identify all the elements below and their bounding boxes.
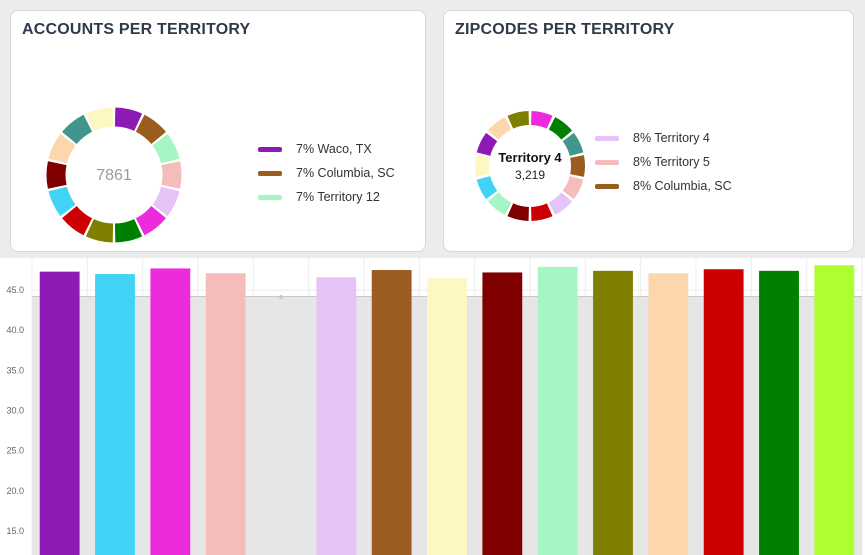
- zipcodes-legend: 8% Territory 4 8% Territory 5 8% Columbia,…: [595, 126, 732, 198]
- accounts-donut-segment[interactable]: [62, 114, 93, 145]
- accounts-donut-segment[interactable]: [135, 205, 166, 236]
- zipcodes-donut-segment[interactable]: [562, 132, 584, 157]
- accounts-donut-segment[interactable]: [161, 161, 182, 189]
- legend-swatch: [595, 159, 619, 165]
- accounts-total-value: 7861: [96, 167, 132, 184]
- accounts-legend-item[interactable]: 7% Territory 12: [258, 185, 395, 209]
- accounts-legend-item[interactable]: 7% Waco, TX: [258, 137, 395, 161]
- empty-bar-marker: [278, 294, 284, 300]
- accounts-donut-segment[interactable]: [85, 218, 114, 243]
- bar[interactable]: [316, 277, 357, 555]
- bar[interactable]: [814, 265, 855, 555]
- accounts-legend-item[interactable]: 7% Columbia, SC: [258, 161, 395, 185]
- zipcodes-panel-title: ZIPCODES PER TERRITORY: [455, 21, 675, 38]
- zipcodes-donut-segment[interactable]: [530, 111, 553, 129]
- legend-label: 8% Columbia, SC: [633, 179, 732, 193]
- zipcodes-donut-segment[interactable]: [507, 203, 530, 221]
- bar[interactable]: [648, 273, 689, 555]
- legend-swatch: [595, 183, 619, 189]
- accounts-donut-segment[interactable]: [152, 186, 180, 217]
- zipcodes-per-territory-card: ZIPCODES PER TERRITORY Territory 4 3,219…: [443, 10, 854, 252]
- zipcodes-legend-item[interactable]: 8% Columbia, SC: [595, 174, 732, 198]
- zipcodes-donut-chart[interactable]: Territory 4 3,219: [465, 101, 595, 231]
- accounts-donut-segment[interactable]: [135, 114, 166, 145]
- legend-label: 8% Territory 4: [633, 131, 710, 145]
- zipcodes-donut-segment[interactable]: [530, 203, 553, 221]
- y-tick-label: 40.0: [6, 325, 24, 335]
- bar[interactable]: [371, 270, 412, 555]
- accounts-donut-segment[interactable]: [152, 133, 180, 164]
- zipcodes-donut-segment[interactable]: [475, 155, 490, 177]
- y-tick-label: 15.0: [6, 526, 24, 536]
- bar[interactable]: [759, 270, 799, 555]
- legend-swatch: [258, 146, 282, 152]
- legend-label: 7% Waco, TX: [296, 142, 372, 156]
- zipcodes-center-name: Territory 4: [498, 150, 562, 165]
- zipcodes-donut-segment[interactable]: [487, 192, 512, 215]
- legend-label: 8% Territory 5: [633, 155, 710, 169]
- y-tick-label: 25.0: [6, 446, 24, 456]
- legend-swatch: [258, 170, 282, 176]
- bar-chart-panel: 15.0 20.0 25.0 30.0 35.0 40.0 45.0: [0, 258, 865, 555]
- bar[interactable]: [150, 268, 191, 555]
- legend-swatch: [595, 135, 619, 141]
- legend-swatch: [258, 194, 282, 200]
- bar-chart[interactable]: 15.0 20.0 25.0 30.0 35.0 40.0 45.0: [0, 258, 865, 555]
- bar[interactable]: [205, 273, 246, 555]
- accounts-per-territory-card: ACCOUNTS PER TERRITORY 7861 7% Waco, TX 7…: [10, 10, 426, 252]
- accounts-panel-title: ACCOUNTS PER TERRITORY: [22, 21, 251, 38]
- accounts-donut-segment[interactable]: [48, 186, 76, 217]
- zipcodes-donut-segment[interactable]: [548, 117, 573, 140]
- bar[interactable]: [95, 274, 135, 555]
- y-tick-label: 35.0: [6, 365, 24, 375]
- zipcodes-donut-segment[interactable]: [476, 175, 498, 200]
- zipcodes-center-value: 3,219: [515, 168, 545, 182]
- accounts-donut-segment[interactable]: [114, 107, 143, 132]
- zipcodes-legend-item[interactable]: 8% Territory 5: [595, 150, 732, 174]
- zipcodes-donut-segment[interactable]: [476, 132, 498, 157]
- accounts-donut-segment[interactable]: [114, 218, 143, 243]
- y-tick-label: 30.0: [6, 406, 24, 416]
- y-tick-label: 45.0: [6, 285, 24, 295]
- accounts-donut-chart[interactable]: 7861: [39, 100, 189, 250]
- y-tick-label: 20.0: [6, 486, 24, 496]
- accounts-donut-segment[interactable]: [48, 133, 76, 164]
- bar[interactable]: [482, 272, 523, 555]
- zipcodes-legend-item[interactable]: 8% Territory 4: [595, 126, 732, 150]
- zipcodes-donut-segment[interactable]: [562, 175, 584, 200]
- accounts-donut-segment[interactable]: [46, 161, 67, 189]
- bar[interactable]: [703, 269, 744, 555]
- accounts-donut-segment[interactable]: [62, 205, 93, 236]
- zipcodes-donut-segment[interactable]: [570, 155, 585, 177]
- accounts-donut-segment[interactable]: [85, 107, 114, 132]
- zipcodes-donut-segment[interactable]: [507, 111, 530, 129]
- bar[interactable]: [537, 266, 578, 555]
- legend-label: 7% Columbia, SC: [296, 166, 395, 180]
- legend-label: 7% Territory 12: [296, 190, 380, 204]
- bar[interactable]: [593, 270, 633, 555]
- bar[interactable]: [427, 278, 467, 555]
- bar[interactable]: [39, 271, 80, 555]
- zipcodes-donut-segment[interactable]: [487, 117, 512, 140]
- accounts-legend: 7% Waco, TX 7% Columbia, SC 7% Territory 1…: [258, 137, 395, 209]
- zipcodes-donut-segment[interactable]: [548, 192, 573, 215]
